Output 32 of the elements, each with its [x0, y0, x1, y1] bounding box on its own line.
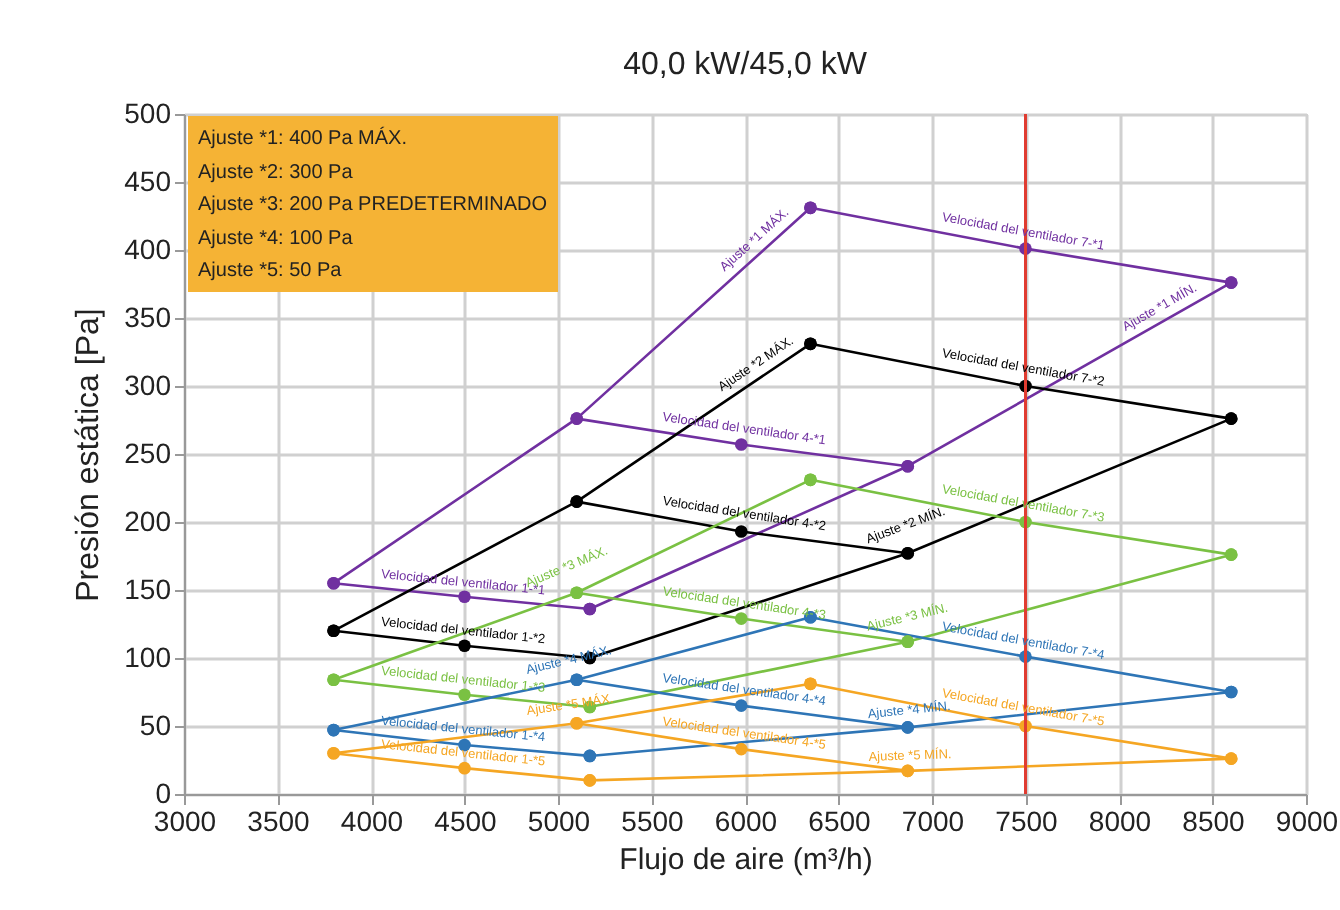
annotation: Ajuste *5: 50 Pa: [198, 258, 344, 286]
y-tick-label: 300: [124, 369, 172, 401]
y-tick-label: 50: [139, 709, 172, 741]
y-tick-label: 150: [124, 573, 172, 605]
x-tick-label: 6500: [808, 805, 872, 837]
annotation: Ajuste *3: 200 Pa PREDETERMINADO: [198, 192, 548, 220]
chart-title: 40,0 kW/45,0 kW: [623, 48, 869, 82]
y-tick-label: 0: [155, 777, 172, 809]
y-tick-label: 400: [124, 233, 172, 265]
y-tick-label: 250: [124, 437, 172, 469]
x-tick-label: 4500: [434, 805, 498, 837]
x-tick-label: 5500: [621, 805, 685, 837]
x-tick-label: 8000: [1088, 805, 1152, 837]
y-tick-label: 200: [124, 505, 172, 537]
y-tick-label: 500: [124, 97, 172, 129]
annotation: Ajuste *1: 400 Pa MÁX.: [198, 124, 410, 154]
annotation: Ajuste *2: 300 Pa: [198, 159, 355, 187]
x-tick-label: 3500: [247, 805, 311, 837]
x-tick-label: 3000: [153, 805, 217, 837]
x-tick-label: 7500: [995, 805, 1059, 837]
x-axis-title: Flujo de aire (m³/h): [619, 843, 873, 877]
y-axis-title: Presión estática [Pa]: [72, 308, 107, 602]
x-tick-label: 9000: [1275, 805, 1339, 837]
y-tick-label: 100: [124, 641, 172, 673]
annotation: Ajuste *4: 100 Pa: [198, 225, 355, 253]
y-tick-label: 450: [124, 165, 172, 197]
x-tick-label: 7000: [901, 805, 965, 837]
x-tick-label: 6000: [714, 805, 778, 837]
x-tick-label: 5000: [527, 805, 591, 837]
x-tick-label: 8500: [1182, 805, 1246, 837]
x-tick-label: 4000: [340, 805, 404, 837]
y-tick-label: 350: [124, 301, 172, 333]
